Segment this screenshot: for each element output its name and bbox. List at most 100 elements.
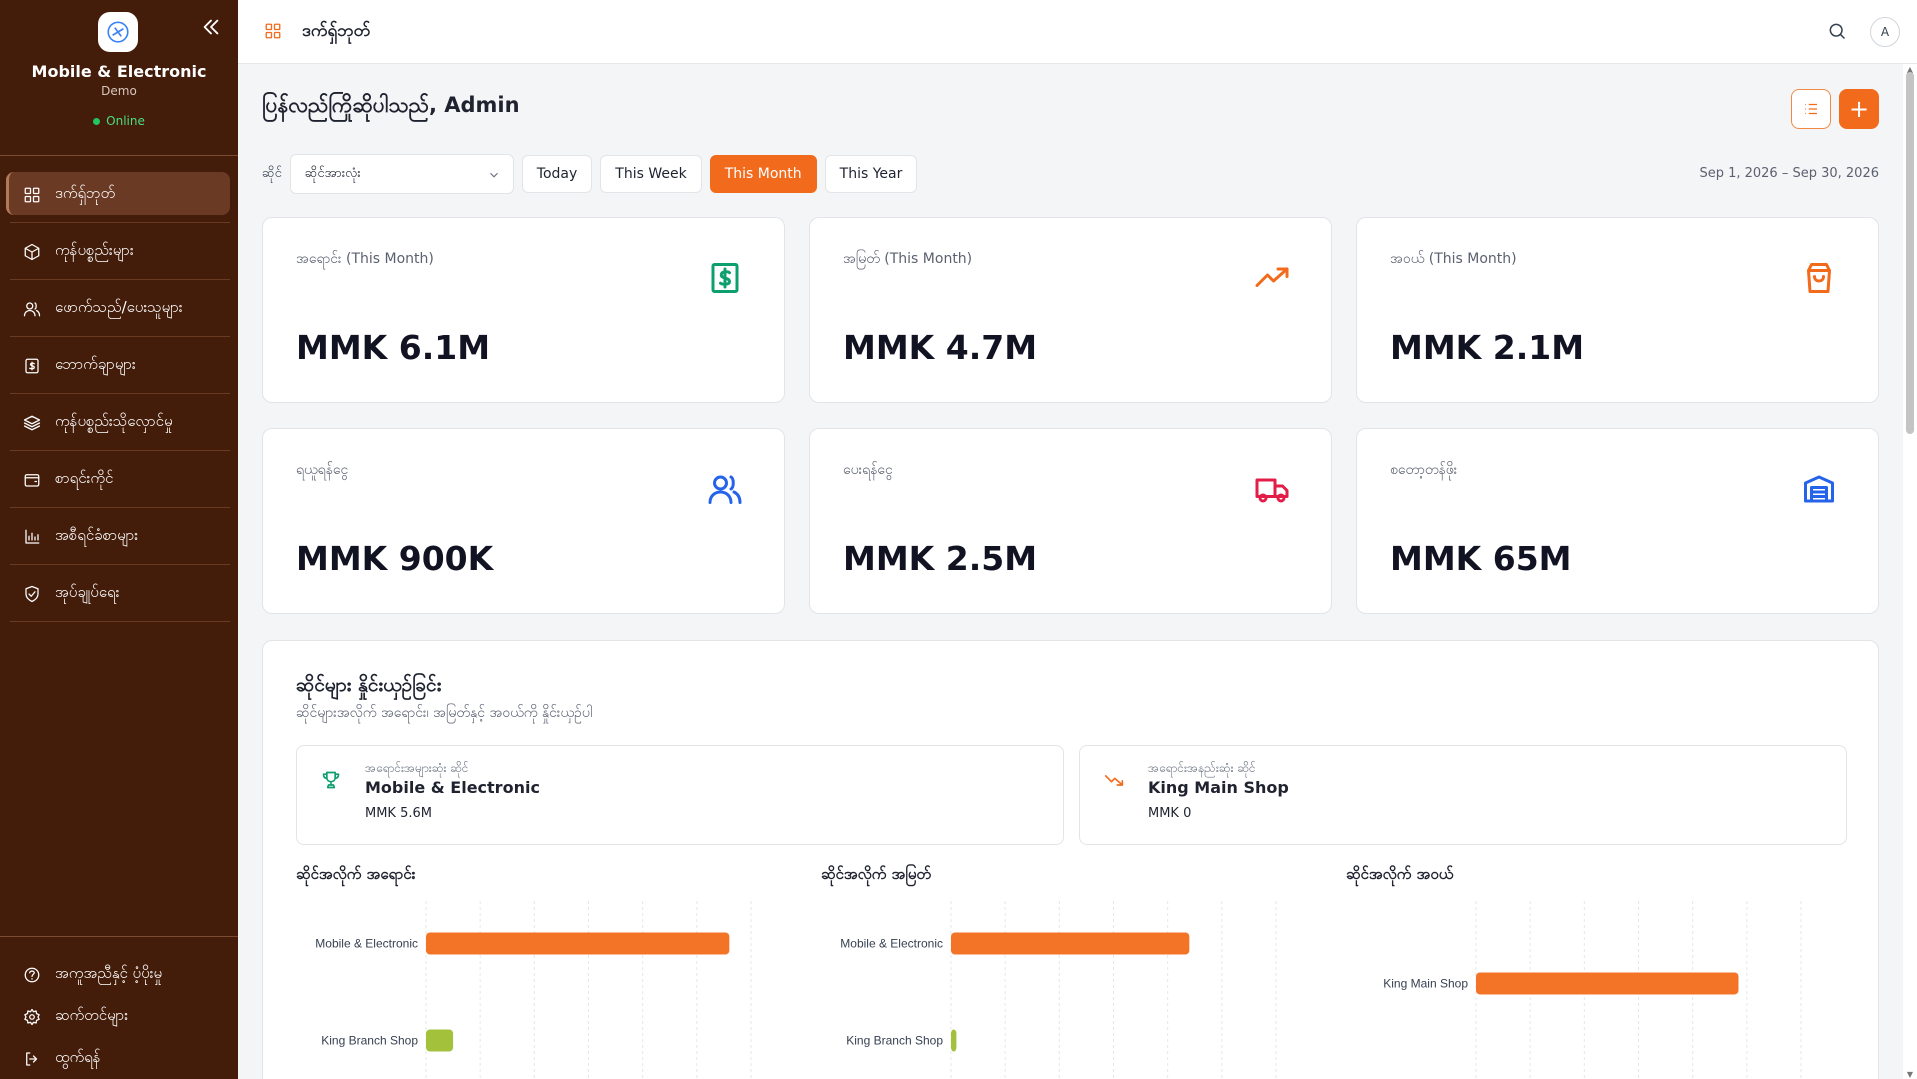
kpi-card-payable: ပေးရန်ငွေ MMK 2.5M <box>809 428 1332 614</box>
sidebar-item-label: အုပ်ချုပ်ရေး <box>55 582 120 601</box>
chart-title: ဆိုင်အလိုက် အရောင်း <box>296 865 416 883</box>
trending-down-icon <box>1104 770 1126 792</box>
kpi-card-sales: အရောင်း (This Month) MMK 6.1M <box>262 217 785 403</box>
logout-icon <box>22 1049 42 1069</box>
bar-category-label: King Main Shop <box>1383 976 1468 990</box>
kpi-value: MMK 4.7M <box>843 328 1038 367</box>
comparison-title: ဆိုင်များ နှိုင်းယှဉ်ခြင်း <box>296 674 442 696</box>
sidebar-item-label: ဖောက်သည်/ပေးသူများ <box>55 297 183 316</box>
kpi-value: MMK 65M <box>1390 539 1572 578</box>
scroll-down-icon[interactable]: ▼ <box>1906 1070 1914 1079</box>
range-week-button[interactable]: This Week <box>600 155 702 193</box>
filter-bar: ဆိုင် ဆိုင်အားလုံး Today This Week This … <box>262 154 918 194</box>
shop-select[interactable]: ဆိုင်အားလုံး <box>289 154 514 194</box>
sidebar-item-help[interactable]: အကူအညီနှင့် ပံ့ပိုးမှု <box>0 955 238 995</box>
sales-chart-svg: Mobile & Electronic King Branch Shop <box>315 901 752 1079</box>
bar[interactable] <box>426 932 730 955</box>
purchase-by-shop-chart: ဆိုင်အလိုက် အဝယ် King Main Shop <box>1346 865 1806 1079</box>
warehouse-icon <box>1801 471 1841 511</box>
bar-category-label: King Branch Shop <box>321 1034 418 1048</box>
range-month-button[interactable]: This Month <box>709 155 817 193</box>
sidebar-item-label: ထွက်ရန် <box>55 1048 101 1066</box>
chart-title: ဆိုင်အလိုက် အမြတ် <box>821 865 932 883</box>
bar[interactable] <box>951 1029 957 1052</box>
bar[interactable] <box>1476 972 1739 995</box>
kpi-label: အရောင်း (This Month) <box>296 251 434 267</box>
store-header: Mobile & Electronic Demo Online <box>0 0 238 156</box>
chart-title: ဆိုင်အလိုက် အဝယ် <box>1346 865 1454 883</box>
users-icon <box>707 471 747 511</box>
list-view-button[interactable] <box>1791 89 1831 129</box>
store-name: Mobile & Electronic <box>31 62 207 81</box>
online-status-label: Online <box>106 114 145 128</box>
top-shop-name: Mobile & Electronic <box>365 778 540 797</box>
sidebar-item-label: ကုန်ပစ္စည်းများ <box>55 240 134 259</box>
bar-category-label: Mobile & Electronic <box>315 937 418 951</box>
scroll-up-icon[interactable]: ▲ <box>1906 65 1914 74</box>
wallet-icon <box>22 470 42 490</box>
trending-up-icon <box>1254 260 1294 300</box>
sales-by-shop-chart: ဆိုင်အလိုက် အရောင်း Mobile & Electronic K… <box>296 865 756 1079</box>
sidebar-item-products[interactable]: ကုန်ပစ္စည်းများ <box>0 223 238 280</box>
sidebar-item-settings[interactable]: ဆက်တင်များ <box>0 997 238 1037</box>
sidebar-item-reports[interactable]: အစီရင်ခံစာများ <box>0 508 238 565</box>
trophy-icon <box>321 770 343 792</box>
kpi-card-receivable: ရယူရန်ငွေ MMK 900K <box>262 428 785 614</box>
kpi-value: MMK 2.1M <box>1390 328 1585 367</box>
kpi-label: စတော့တန်ဖိုး <box>1390 462 1458 478</box>
sidebar-item-label: ဘောက်ချာများ <box>55 354 136 373</box>
shop-select-value: ဆိုင်အားလုံး <box>304 165 361 181</box>
list-icon <box>1805 103 1817 115</box>
box-icon <box>22 242 42 262</box>
sidebar-item-label: ဆက်တင်များ <box>55 1006 129 1024</box>
sidebar: Mobile & Electronic Demo Online ဒက်ရှ်ဘု… <box>0 0 238 1079</box>
page-title: ဒက်ရှ်ဘုတ် <box>302 21 371 41</box>
lowest-shop-card: အရောင်းအနည်းဆုံး ဆိုင် King Main Shop MM… <box>1079 745 1847 845</box>
grid-icon <box>264 22 284 42</box>
store-subtitle: Demo <box>101 84 137 98</box>
store-logo <box>98 12 138 52</box>
bar[interactable] <box>426 1029 454 1052</box>
top-shop-card: အရောင်းအများဆုံး ဆိုင် Mobile & Electron… <box>296 745 1064 845</box>
kpi-card-purchase: အဝယ် (This Month) MMK 2.1M <box>1356 217 1879 403</box>
sidebar-item-contacts[interactable]: ဖောက်သည်/ပေးသူများ <box>0 280 238 337</box>
shopping-bag-icon <box>1801 260 1841 300</box>
truck-icon <box>1254 471 1294 511</box>
sidebar-item-label: စာရင်းကိုင် <box>55 468 114 487</box>
search-button[interactable] <box>1827 21 1849 43</box>
chevrons-left-icon <box>203 19 219 35</box>
avatar[interactable]: A <box>1870 17 1900 47</box>
kpi-card-stock: စတော့တန်ဖိုး MMK 65M <box>1356 428 1879 614</box>
lowest-shop-caption: အရောင်းအနည်းဆုံး ဆိုင် <box>1148 761 1256 775</box>
grid-icon <box>22 185 42 205</box>
sidebar-item-vouchers[interactable]: ဘောက်ချာများ <box>0 337 238 394</box>
shop-comparison-panel: ဆိုင်များ နှိုင်းယှဉ်ခြင်း ဆိုင်များအလို… <box>262 640 1879 1079</box>
sidebar-item-accounting[interactable]: စာရင်းကိုင် <box>0 451 238 508</box>
range-today-button[interactable]: Today <box>521 155 593 193</box>
help-icon <box>22 965 42 985</box>
users-icon <box>22 299 42 319</box>
sidebar-item-logout[interactable]: ထွက်ရန် <box>0 1039 238 1079</box>
sidebar-item-admin[interactable]: အုပ်ချုပ်ရေး <box>0 565 238 622</box>
collapse-sidebar-button[interactable] <box>200 16 222 38</box>
top-shop-value: MMK 5.6M <box>365 806 432 821</box>
bar-category-label: King Branch Shop <box>846 1034 943 1048</box>
bar-category-label: Mobile & Electronic <box>840 937 943 951</box>
sidebar-nav: ဒက်ရှ်ဘုတ် ကုန်ပစ္စည်းများ ဖောက်သည်/ပေးသ… <box>0 166 238 622</box>
range-year-button[interactable]: This Year <box>824 155 918 193</box>
top-shop-caption: အရောင်းအများဆုံး ဆိုင် <box>365 761 469 775</box>
lowest-shop-name: King Main Shop <box>1148 778 1289 797</box>
gear-icon <box>22 1007 42 1027</box>
bar[interactable] <box>951 932 1190 955</box>
kpi-value: MMK 2.5M <box>843 539 1038 578</box>
sidebar-item-inventory[interactable]: ကုန်ပစ္စည်းသိုလှောင်မှု <box>0 394 238 451</box>
profit-chart-svg: Mobile & Electronic King Branch Shop <box>840 901 1277 1079</box>
layers-icon <box>22 413 42 433</box>
purchase-chart-svg: King Main Shop <box>1383 901 1802 1079</box>
add-button[interactable]: + <box>1839 89 1879 129</box>
logo-icon <box>107 21 129 43</box>
sidebar-item-dashboard[interactable]: ဒက်ရှ်ဘုတ် <box>0 166 238 223</box>
online-status: Online <box>0 114 238 128</box>
scrollbar-thumb[interactable] <box>1906 72 1914 434</box>
date-range-label: Sep 1, 2026 – Sep 30, 2026 <box>1699 166 1879 181</box>
